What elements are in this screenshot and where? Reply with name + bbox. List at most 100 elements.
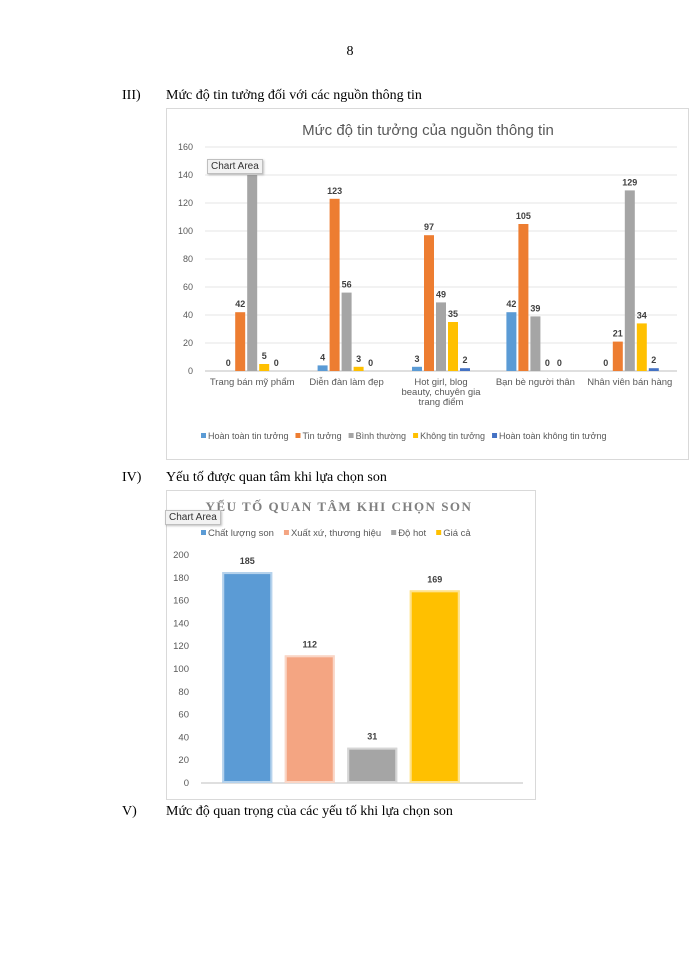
x-tick-label: beauty, chuyên gia: [401, 387, 481, 398]
data-label: 0: [368, 358, 373, 368]
x-tick-label: Trang bán mỹ phẩm: [210, 377, 295, 388]
data-label: 3: [356, 354, 361, 364]
y-tick-label: 40: [183, 310, 193, 320]
y-tick-label: 0: [184, 778, 189, 789]
bar[interactable]: [222, 572, 273, 783]
bar[interactable]: [506, 312, 517, 371]
bar[interactable]: [424, 235, 434, 371]
legend-label: Hoàn toàn không tin tưởng: [499, 431, 607, 441]
trust-chart[interactable]: Mức độ tin tưởng của nguồn thông tin 0 20 4…: [166, 108, 689, 460]
data-label: 42: [506, 299, 516, 309]
bar[interactable]: [259, 364, 270, 371]
bar[interactable]: [284, 655, 335, 783]
y-tick-label: 160: [178, 142, 193, 152]
data-label: 2: [462, 355, 467, 365]
data-label: 2: [651, 355, 656, 365]
y-tick-label: 40: [178, 732, 189, 743]
data-label: 0: [603, 358, 608, 368]
data-label: 112: [302, 639, 317, 649]
y-tick-label: 80: [178, 687, 189, 698]
bar[interactable]: [341, 292, 352, 371]
bar-highlight: [222, 572, 273, 783]
data-label: 35: [448, 309, 458, 319]
bar[interactable]: [448, 322, 458, 371]
bar[interactable]: [648, 368, 659, 371]
data-label: 129: [622, 177, 637, 187]
y-tick-label: 80: [183, 254, 193, 264]
bar[interactable]: [636, 323, 647, 371]
data-label: 34: [637, 310, 647, 320]
legend-swatch: [295, 433, 301, 438]
bar[interactable]: [624, 190, 635, 371]
factor-chart-svg: YẾU TỐ QUAN TÂM KHI CHỌN SON Chất lượng s…: [173, 499, 523, 789]
bar[interactable]: [612, 341, 623, 371]
section-number: V): [122, 804, 137, 819]
bar[interactable]: [353, 366, 364, 371]
bar[interactable]: [460, 368, 470, 371]
bar[interactable]: [518, 224, 529, 371]
data-label: 5: [262, 351, 267, 361]
bar-highlight: [409, 590, 460, 783]
y-tick-label: 60: [178, 710, 189, 721]
data-label: 123: [327, 186, 342, 196]
legend-swatch: [413, 433, 419, 438]
y-tick-label: 60: [183, 282, 193, 292]
legend-swatch: [492, 433, 498, 438]
y-tick-label: 180: [173, 573, 189, 584]
legend-swatch: [201, 433, 206, 438]
bar-highlight: [284, 655, 335, 784]
bar[interactable]: [436, 302, 446, 371]
y-tick-label: 20: [183, 338, 193, 348]
legend: Hoàn toàn tin tưởng Tin tưởng Bình thường K…: [201, 431, 607, 441]
data-label: 0: [557, 358, 562, 368]
bar[interactable]: [347, 747, 398, 783]
bar[interactable]: [329, 198, 340, 371]
x-tick-label: Hot girl, blog: [414, 377, 467, 388]
bar-highlight: [347, 747, 398, 784]
y-tick-label: 0: [188, 366, 193, 376]
chart-title: YẾU TỐ QUAN TÂM KHI CHỌN SON: [206, 499, 473, 514]
y-tick-label: 200: [173, 550, 189, 561]
page-number: 8: [346, 44, 354, 59]
legend-swatch: [436, 530, 442, 535]
data-label: 3: [414, 354, 419, 364]
data-label: 49: [436, 289, 446, 299]
legend-label: Xuất xứ, thương hiệu: [291, 528, 381, 539]
legend: Chất lượng son Xuất xứ, thương hiệu Độ hot…: [201, 528, 471, 539]
data-label: 97: [424, 222, 434, 232]
y-tick-label: 100: [178, 226, 193, 236]
data-label: 105: [516, 211, 531, 221]
x-tick-label: Nhân viên bán hàng: [587, 377, 672, 388]
y-tick-label: 140: [178, 170, 193, 180]
section-number: IV): [122, 470, 142, 485]
bar[interactable]: [317, 365, 328, 371]
data-label: 0: [274, 358, 279, 368]
y-tick-label: 20: [178, 755, 189, 766]
data-label: 21: [613, 329, 623, 339]
y-tick-label: 140: [173, 618, 189, 629]
legend-label: Giá cả: [443, 528, 471, 539]
factor-chart[interactable]: YẾU TỐ QUAN TÂM KHI CHỌN SON Chất lượng s…: [165, 490, 536, 800]
section-title: Yếu tố được quan tâm khi lựa chọn son: [166, 470, 387, 485]
legend-swatch: [201, 530, 206, 535]
data-label: 185: [240, 556, 255, 566]
data-label: 0: [545, 358, 550, 368]
trust-chart-svg: Mức độ tin tưởng của nguồn thông tin0204…: [178, 122, 677, 441]
bar[interactable]: [412, 366, 422, 371]
x-tick-label: Bạn bè người thân: [496, 377, 575, 388]
data-label: 56: [342, 280, 352, 290]
x-tick-label: Diễn đàn làm đẹp: [309, 377, 383, 388]
legend-label: Hoàn toàn tin tưởng: [208, 431, 288, 441]
bar[interactable]: [247, 175, 258, 371]
chart-title: Mức độ tin tưởng của nguồn thông tin: [302, 122, 554, 139]
section-title: Mức độ tin tưởng đối với các nguồn thông…: [166, 88, 422, 103]
legend-swatch: [348, 433, 354, 438]
bar[interactable]: [409, 590, 460, 783]
y-tick-label: 160: [173, 596, 189, 607]
data-label: 31: [367, 732, 377, 742]
bar[interactable]: [235, 312, 246, 371]
bar[interactable]: [530, 316, 541, 371]
data-label: 4: [320, 352, 325, 362]
legend-label: Bình thường: [356, 431, 406, 441]
legend-label: Độ hot: [398, 528, 426, 539]
